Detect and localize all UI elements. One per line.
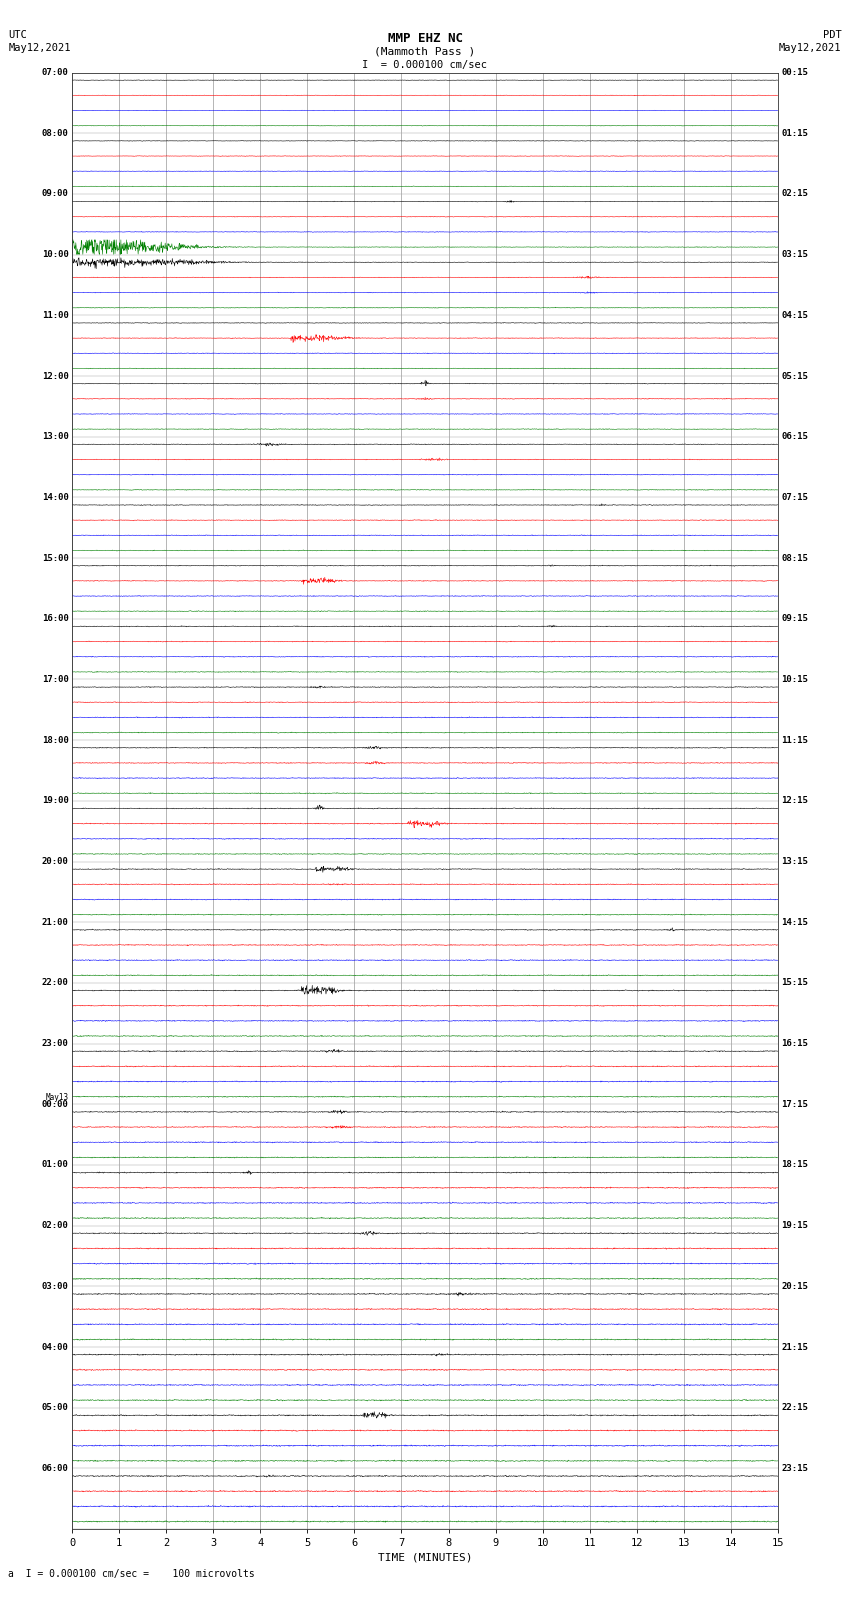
Text: 00:00: 00:00: [42, 1100, 69, 1108]
Text: 04:15: 04:15: [781, 311, 808, 319]
Text: UTC: UTC: [8, 31, 27, 40]
Text: 15:00: 15:00: [42, 553, 69, 563]
Text: 13:15: 13:15: [781, 857, 808, 866]
Text: 00:15: 00:15: [781, 68, 808, 77]
Text: (Mammoth Pass ): (Mammoth Pass ): [374, 47, 476, 56]
Text: 17:00: 17:00: [42, 674, 69, 684]
X-axis label: TIME (MINUTES): TIME (MINUTES): [377, 1552, 473, 1563]
Text: 01:15: 01:15: [781, 129, 808, 137]
Text: 18:00: 18:00: [42, 736, 69, 745]
Text: 09:15: 09:15: [781, 615, 808, 623]
Text: 11:00: 11:00: [42, 311, 69, 319]
Text: 06:00: 06:00: [42, 1465, 69, 1473]
Text: 11:15: 11:15: [781, 736, 808, 745]
Text: 19:00: 19:00: [42, 797, 69, 805]
Text: 21:15: 21:15: [781, 1342, 808, 1352]
Text: May13: May13: [46, 1094, 69, 1102]
Text: 08:00: 08:00: [42, 129, 69, 137]
Text: 23:15: 23:15: [781, 1465, 808, 1473]
Text: 05:00: 05:00: [42, 1403, 69, 1413]
Text: 15:15: 15:15: [781, 979, 808, 987]
Text: I  = 0.000100 cm/sec: I = 0.000100 cm/sec: [362, 60, 488, 69]
Text: 08:15: 08:15: [781, 553, 808, 563]
Text: 20:00: 20:00: [42, 857, 69, 866]
Text: 12:00: 12:00: [42, 371, 69, 381]
Text: 21:00: 21:00: [42, 918, 69, 927]
Text: 20:15: 20:15: [781, 1282, 808, 1290]
Text: 03:00: 03:00: [42, 1282, 69, 1290]
Text: May12,2021: May12,2021: [779, 44, 842, 53]
Text: 16:15: 16:15: [781, 1039, 808, 1048]
Text: 17:15: 17:15: [781, 1100, 808, 1108]
Text: 14:15: 14:15: [781, 918, 808, 927]
Text: 07:00: 07:00: [42, 68, 69, 77]
Text: May12,2021: May12,2021: [8, 44, 71, 53]
Text: 02:15: 02:15: [781, 189, 808, 198]
Text: 06:15: 06:15: [781, 432, 808, 442]
Text: 10:00: 10:00: [42, 250, 69, 260]
Text: MMP EHZ NC: MMP EHZ NC: [388, 32, 462, 45]
Text: 13:00: 13:00: [42, 432, 69, 442]
Text: 14:00: 14:00: [42, 494, 69, 502]
Text: 12:15: 12:15: [781, 797, 808, 805]
Text: a  I = 0.000100 cm/sec =    100 microvolts: a I = 0.000100 cm/sec = 100 microvolts: [8, 1569, 255, 1579]
Text: 03:15: 03:15: [781, 250, 808, 260]
Text: 16:00: 16:00: [42, 615, 69, 623]
Text: 10:15: 10:15: [781, 674, 808, 684]
Text: 19:15: 19:15: [781, 1221, 808, 1231]
Text: 04:00: 04:00: [42, 1342, 69, 1352]
Text: 23:00: 23:00: [42, 1039, 69, 1048]
Text: 09:00: 09:00: [42, 189, 69, 198]
Text: PDT: PDT: [823, 31, 842, 40]
Text: 01:00: 01:00: [42, 1160, 69, 1169]
Text: 22:15: 22:15: [781, 1403, 808, 1413]
Text: 02:00: 02:00: [42, 1221, 69, 1231]
Text: 18:15: 18:15: [781, 1160, 808, 1169]
Text: 05:15: 05:15: [781, 371, 808, 381]
Text: 07:15: 07:15: [781, 494, 808, 502]
Text: 22:00: 22:00: [42, 979, 69, 987]
